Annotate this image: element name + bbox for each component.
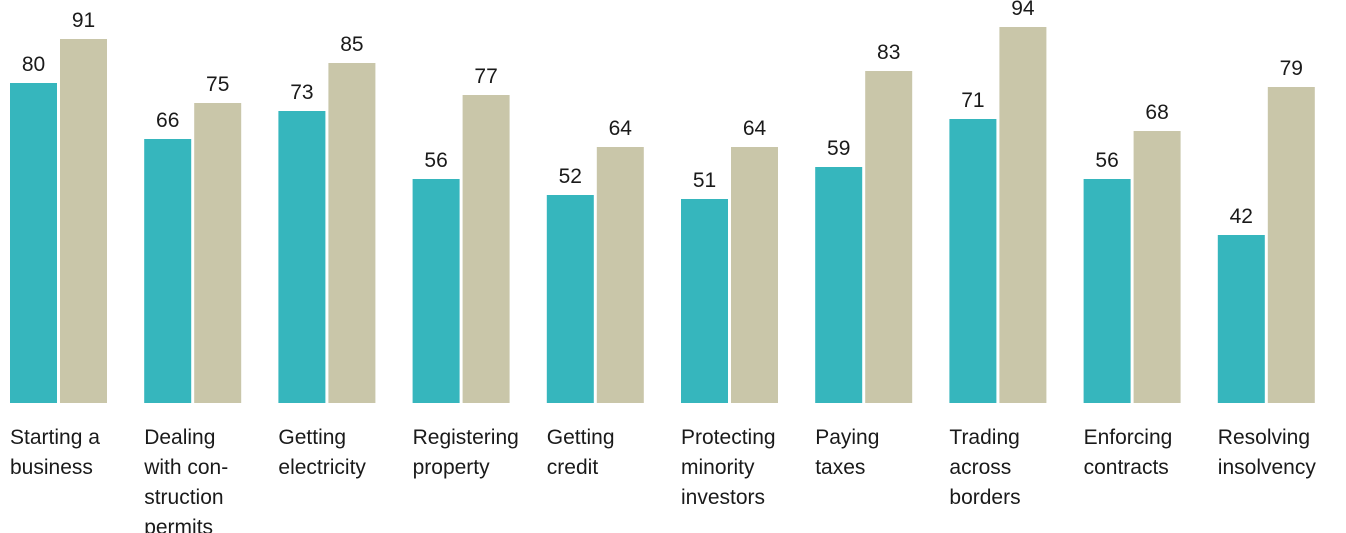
category-label-line: insolvency bbox=[1218, 456, 1317, 479]
category-label-7: Paying taxes bbox=[815, 426, 879, 479]
value-label-series1-4: 56 bbox=[424, 149, 447, 172]
category-label-line: across bbox=[949, 456, 1011, 479]
bar-series2-1 bbox=[60, 39, 107, 403]
bars-group bbox=[10, 27, 1315, 403]
category-label-line: Enforcing bbox=[1084, 426, 1173, 449]
category-label-line: permits bbox=[144, 516, 213, 533]
category-label-line: Paying bbox=[815, 426, 879, 449]
value-label-series2-9: 68 bbox=[1145, 101, 1168, 124]
bar-series2-8 bbox=[999, 27, 1047, 403]
value-label-series2-8: 94 bbox=[1011, 0, 1035, 20]
bar-series1-6 bbox=[681, 199, 728, 403]
category-label-8: Trading across borders bbox=[949, 426, 1020, 509]
value-label-series2-4: 77 bbox=[474, 65, 497, 88]
category-label-2: Dealing with con-struction permits bbox=[143, 426, 228, 533]
category-label-line: business bbox=[10, 456, 93, 479]
value-label-series1-3: 73 bbox=[290, 81, 313, 104]
category-label-4: Registering property bbox=[413, 426, 519, 479]
value-label-series1-7: 59 bbox=[827, 137, 850, 160]
bar-series2-3 bbox=[328, 63, 376, 403]
category-label-line: contracts bbox=[1084, 456, 1169, 479]
bar-series2-9 bbox=[1133, 131, 1181, 403]
bar-series2-10 bbox=[1267, 87, 1315, 403]
value-label-series1-2: 66 bbox=[156, 109, 179, 132]
category-label-3: Getting electricity bbox=[278, 426, 366, 479]
bar-series2-6 bbox=[731, 147, 778, 403]
bar-series1-9 bbox=[1083, 179, 1131, 403]
category-label-line: Trading bbox=[949, 426, 1019, 449]
bar-series1-2 bbox=[144, 139, 192, 403]
category-label-line: investors bbox=[681, 486, 765, 509]
bar-series1-7 bbox=[815, 167, 863, 403]
category-label-line: electricity bbox=[278, 456, 366, 479]
bar-series1-4 bbox=[412, 179, 460, 403]
value-label-series1-5: 52 bbox=[559, 165, 582, 188]
category-label-1: Starting a business bbox=[10, 426, 100, 479]
value-label-series1-6: 51 bbox=[693, 169, 716, 192]
category-label-line: Registering bbox=[413, 426, 519, 449]
bar-series2-5 bbox=[596, 147, 644, 403]
value-label-series1-8: 71 bbox=[961, 89, 984, 112]
bar-series1-8 bbox=[949, 119, 997, 403]
category-label-line: credit bbox=[547, 456, 599, 479]
bar-series1-3 bbox=[278, 111, 326, 403]
bar-series1-1 bbox=[10, 83, 57, 403]
category-label-line: taxes bbox=[815, 456, 865, 479]
category-label-line: property bbox=[413, 456, 491, 479]
category-label-9: Enforcing contracts bbox=[1084, 426, 1173, 479]
category-label-line: with con- bbox=[143, 456, 228, 479]
category-label-line: Protecting bbox=[681, 426, 776, 449]
value-label-series2-1: 91 bbox=[72, 9, 95, 32]
category-label-6: Protecting minority investors bbox=[681, 426, 776, 509]
category-label-line: minority bbox=[681, 456, 755, 479]
category-label-line: borders bbox=[949, 486, 1020, 509]
value-label-series2-6: 64 bbox=[743, 117, 767, 140]
bar-series2-7 bbox=[865, 71, 913, 403]
category-label-5: Getting credit bbox=[547, 426, 615, 479]
value-label-series2-10: 79 bbox=[1280, 57, 1303, 80]
category-label-line: Dealing bbox=[144, 426, 215, 449]
value-label-series1-10: 42 bbox=[1230, 205, 1253, 228]
bar-series1-5 bbox=[546, 195, 594, 403]
value-label-series1-9: 56 bbox=[1095, 149, 1118, 172]
value-label-series2-3: 85 bbox=[340, 33, 363, 56]
bar-series2-2 bbox=[194, 103, 242, 403]
bar-series1-10 bbox=[1217, 235, 1265, 403]
value-label-series1-1: 80 bbox=[22, 53, 45, 76]
category-label-line: Resolving bbox=[1218, 426, 1310, 449]
category-labels-group: Starting a business Dealing with con-struct… bbox=[10, 426, 1316, 533]
value-label-series2-5: 64 bbox=[609, 117, 633, 140]
bar-series2-4 bbox=[462, 95, 510, 403]
value-label-series2-7: 83 bbox=[877, 41, 900, 64]
value-label-series2-2: 75 bbox=[206, 73, 229, 96]
category-label-line: Getting bbox=[278, 426, 346, 449]
category-label-10: Resolving insolvency bbox=[1218, 426, 1317, 479]
category-label-line: Getting bbox=[547, 426, 615, 449]
value-labels-group: 80 91 66 75 73 85 56 77 52 64 51 64 59 83 71 94 56 68 42 79 bbox=[22, 0, 1303, 228]
category-label-line: struction bbox=[144, 486, 223, 509]
category-label-line: Starting a bbox=[10, 426, 100, 449]
